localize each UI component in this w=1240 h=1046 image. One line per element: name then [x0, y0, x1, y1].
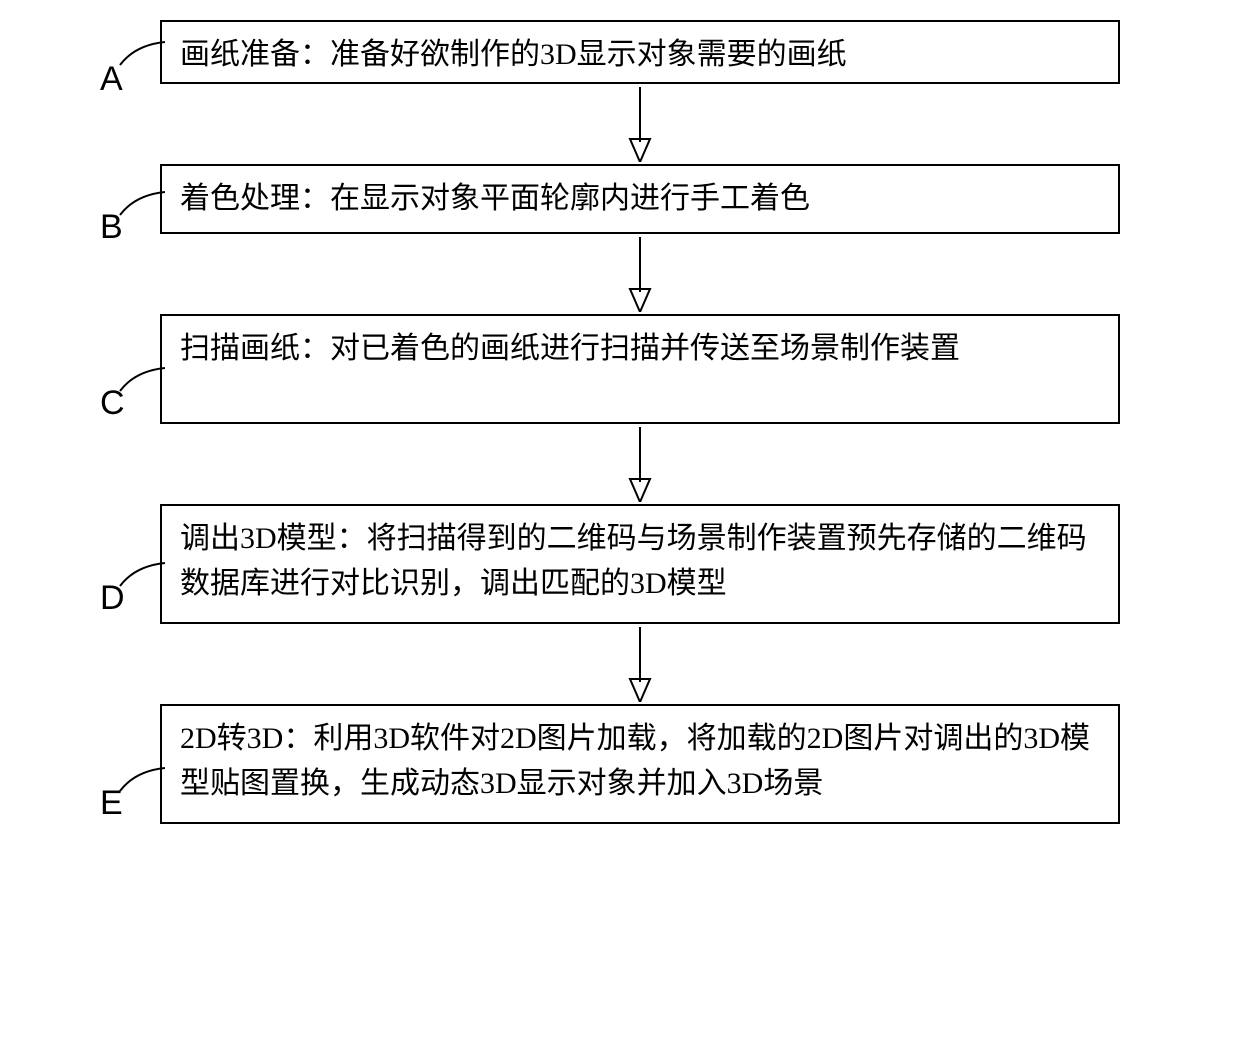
flowchart-container: A 画纸准备：准备好欲制作的3D显示对象需要的画纸 B 着色处理：在显示对象平面…: [100, 20, 1170, 824]
arrow-c-d: [160, 424, 1120, 504]
arrow-d-e: [160, 624, 1120, 704]
step-b-container: B 着色处理：在显示对象平面轮廓内进行手工着色: [100, 164, 1170, 234]
step-label-d: D: [100, 579, 125, 618]
step-text-b: 着色处理：在显示对象平面轮廓内进行手工着色: [180, 176, 810, 221]
step-e-container: E 2D转3D：利用3D软件对2D图片加载，将加载的2D图片对调出的3D模型贴图…: [100, 704, 1170, 824]
step-box-a: 画纸准备：准备好欲制作的3D显示对象需要的画纸: [160, 20, 1120, 84]
step-box-e: 2D转3D：利用3D软件对2D图片加载，将加载的2D图片对调出的3D模型贴图置换…: [160, 704, 1120, 824]
arrow-a-b: [160, 84, 1120, 164]
step-c-container: C 扫描画纸：对已着色的画纸进行扫描并传送至场景制作装置: [100, 314, 1170, 424]
step-label-a: A: [100, 60, 123, 99]
step-text-c: 扫描画纸：对已着色的画纸进行扫描并传送至场景制作装置: [180, 326, 960, 371]
step-text-a: 画纸准备：准备好欲制作的3D显示对象需要的画纸: [180, 32, 847, 77]
step-text-d: 调出3D模型：将扫描得到的二维码与场景制作装置预先存储的二维码数据库进行对比识别…: [180, 516, 1100, 606]
arrow-b-c: [160, 234, 1120, 314]
step-a-container: A 画纸准备：准备好欲制作的3D显示对象需要的画纸: [100, 20, 1170, 84]
step-label-e: E: [100, 784, 123, 823]
step-d-container: D 调出3D模型：将扫描得到的二维码与场景制作装置预先存储的二维码数据库进行对比…: [100, 504, 1170, 624]
step-text-e: 2D转3D：利用3D软件对2D图片加载，将加载的2D图片对调出的3D模型贴图置换…: [180, 716, 1100, 806]
step-label-b: B: [100, 208, 123, 247]
step-label-c: C: [100, 384, 125, 423]
step-box-b: 着色处理：在显示对象平面轮廓内进行手工着色: [160, 164, 1120, 234]
step-box-c: 扫描画纸：对已着色的画纸进行扫描并传送至场景制作装置: [160, 314, 1120, 424]
step-box-d: 调出3D模型：将扫描得到的二维码与场景制作装置预先存储的二维码数据库进行对比识别…: [160, 504, 1120, 624]
